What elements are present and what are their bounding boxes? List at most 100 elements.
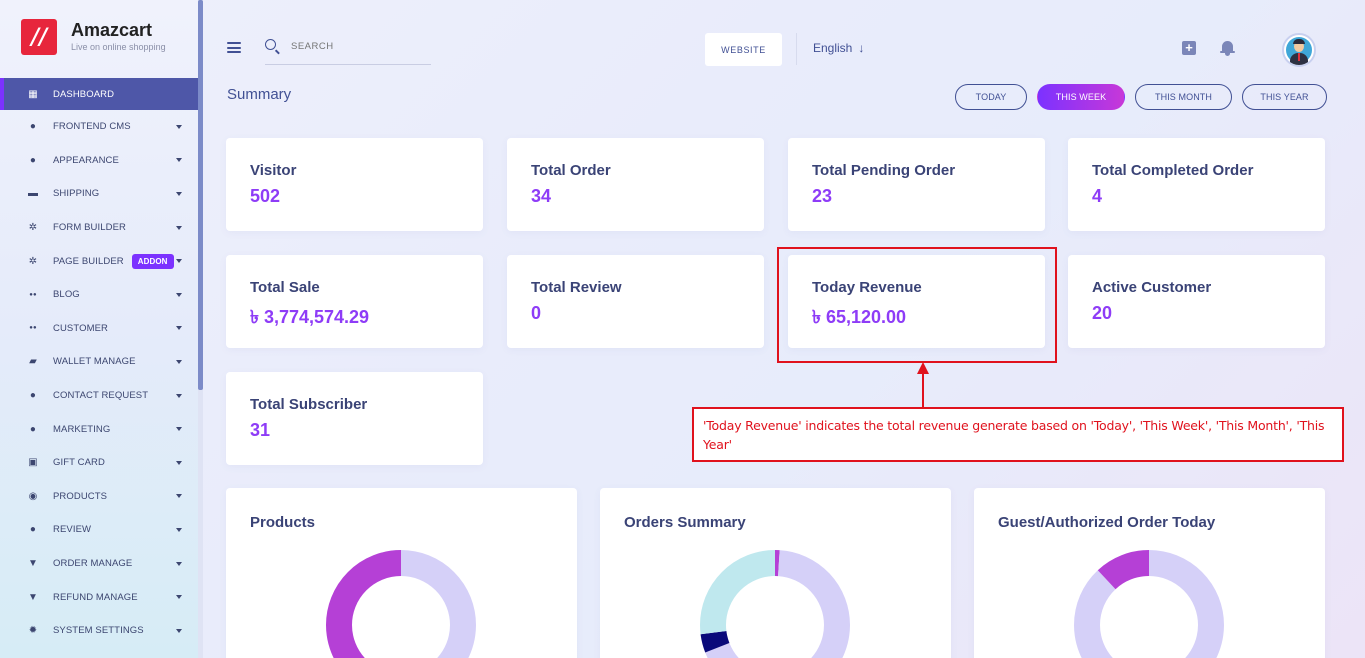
stat-label: Total Pending Order [812,162,956,179]
stat-card-total-subscriber: Total Subscriber 31 [226,372,483,465]
donut-chart[interactable] [600,488,951,658]
language-selector[interactable]: English ↓ [813,41,864,55]
caret-down-icon [176,393,182,398]
cogs-icon: ✲ [28,222,38,234]
period-tab-today[interactable]: TODAY [955,84,1027,110]
sidebar-item-form-builder[interactable]: ✲ FORM BUILDER [0,211,198,245]
sidebar-item-order-manage[interactable]: ▼ ORDER MANAGE [0,547,198,581]
stat-label: Total Subscriber [250,396,368,413]
scrollbar-thumb[interactable] [198,0,203,390]
stat-label: Total Completed Order [1092,162,1254,179]
stat-label: Total Review [531,279,622,296]
callout-note: 'Today Revenue' indicates the total reve… [692,407,1344,462]
caret-down-icon [176,460,182,465]
sidebar-item-label: FORM BUILDER [53,222,126,234]
sidebar-item-label: ORDER MANAGE [53,558,133,570]
caret-down-icon [176,259,182,264]
sidebar-item-label: GIFT CARD [53,457,105,469]
period-tab-this-month[interactable]: THIS MONTH [1135,84,1232,110]
sidebar-item-blog[interactable]: ●● BLOG [0,278,198,312]
donut-chart[interactable] [974,488,1325,658]
highlight-box [777,247,1057,363]
product-icon: ◉ [28,490,38,502]
search-icon[interactable] [265,39,276,50]
stat-card-active-customer: Active Customer 20 [1068,255,1325,348]
user-icon: ● [29,121,37,133]
stat-card-today-revenue: Today Revenue ৳ 65,120.00 [788,255,1045,348]
stat-card-total-pending-order: Total Pending Order 23 [788,138,1045,231]
sidebar-item-system-settings[interactable]: ✹ SYSTEM SETTINGS [0,614,198,648]
sidebar-item-label: PRODUCTS [53,490,108,502]
sidebar-item-label: FRONTEND CMS [53,121,131,133]
stat-value: 34 [531,186,552,206]
caret-down-icon [176,427,182,432]
pie-slice-4[interactable] [700,550,850,658]
caret-down-icon [176,292,182,297]
stat-value: 31 [250,420,271,440]
sidebar-item-gift-card[interactable]: ▣ GIFT CARD [0,446,198,480]
arrow-down-icon: ↓ [858,41,865,55]
plus-square-icon[interactable]: + [1182,41,1196,55]
bell-icon[interactable] [1220,40,1235,56]
sidebar-item-dashboard[interactable]: ▦ DASHBOARD [0,78,198,110]
stat-label: Visitor [250,162,297,179]
users-icon: ●● [29,291,37,298]
users-icon: ●● [29,325,37,332]
sidebar-item-label: DASHBOARD [53,88,115,100]
caret-down-icon [176,326,182,331]
callout-line [922,372,924,408]
addon-badge: ADDON [131,253,174,269]
pie-slice-2[interactable] [1074,550,1224,658]
stat-label: Active Customer [1092,279,1212,296]
hamburger-menu-icon[interactable] [227,42,241,53]
period-tab-this-week[interactable]: THIS WEEK [1037,84,1125,110]
brand-tagline: Live on online shopping [71,42,166,52]
cart-icon: ▼ [28,591,38,603]
caret-down-icon [176,225,182,230]
stat-card-total-order: Total Order 34 [507,138,764,231]
stat-label: Total Sale [250,279,320,296]
sidebar-item-label: PAGE BUILDER [53,255,124,267]
sidebar-item-page-builder[interactable]: ✲ PAGE BUILDER ADDON [0,244,198,278]
sidebar-scrollbar[interactable] [198,0,203,658]
sidebar-item-review[interactable]: ● REVIEW [0,513,198,547]
sidebar-item-customer[interactable]: ●● CUSTOMER [0,312,198,346]
sidebar: // Amazcart Live on online shopping ▦ DAS… [0,0,198,658]
sidebar-item-label: MARKETING [53,423,111,435]
sidebar-item-products[interactable]: ◉ PRODUCTS [0,480,198,514]
divider [796,33,797,65]
cart-icon: ▼ [28,558,38,570]
chart-card-2: Orders Summary [600,488,951,658]
stat-card-total-review: Total Review 0 [507,255,764,348]
caret-down-icon [176,628,182,633]
avatar[interactable] [1282,33,1316,67]
pie-slice-2[interactable] [700,550,850,658]
search-input[interactable] [291,41,421,52]
sidebar-item-contact-request[interactable]: ● CONTACT REQUEST [0,379,198,413]
sidebar-item-shipping[interactable]: ▬ SHIPPING [0,177,198,211]
cogs-icon: ✲ [28,255,38,267]
sidebar-item-frontend-cms[interactable]: ● FRONTEND CMS [0,110,198,144]
stat-card-visitor: Visitor 502 [226,138,483,231]
sidebar-item-wallet-manage[interactable]: ▰ WALLET MANAGE [0,345,198,379]
search-bar [265,35,431,65]
sidebar-item-label: REFUND MANAGE [53,591,138,603]
caret-down-icon [176,494,182,499]
gift-icon: ▣ [28,457,38,469]
user-icon: ● [29,524,37,536]
website-button[interactable]: WEBSITE [705,33,782,66]
logo-icon: // [21,19,57,55]
chart-card-1: Products [226,488,577,658]
caret-down-icon [176,124,182,129]
sidebar-item-marketing[interactable]: ● MARKETING [0,412,198,446]
wallet-icon: ▰ [29,356,37,368]
brand[interactable]: // Amazcart Live on online shopping [21,19,166,59]
pie-slice-2[interactable] [326,550,476,658]
period-tab-this-year[interactable]: THIS YEAR [1242,84,1327,110]
stat-card-total-completed-order: Total Completed Order 4 [1068,138,1325,231]
sidebar-item-appearance[interactable]: ● APPEARANCE [0,144,198,178]
language-label: English [813,41,853,55]
sidebar-item-refund-manage[interactable]: ▼ REFUND MANAGE [0,580,198,614]
sidebar-nav: ▦ DASHBOARD ● FRONTEND CMS ● APPEARANCE ▬ SHIPP… [0,78,198,648]
donut-chart[interactable] [226,488,577,658]
